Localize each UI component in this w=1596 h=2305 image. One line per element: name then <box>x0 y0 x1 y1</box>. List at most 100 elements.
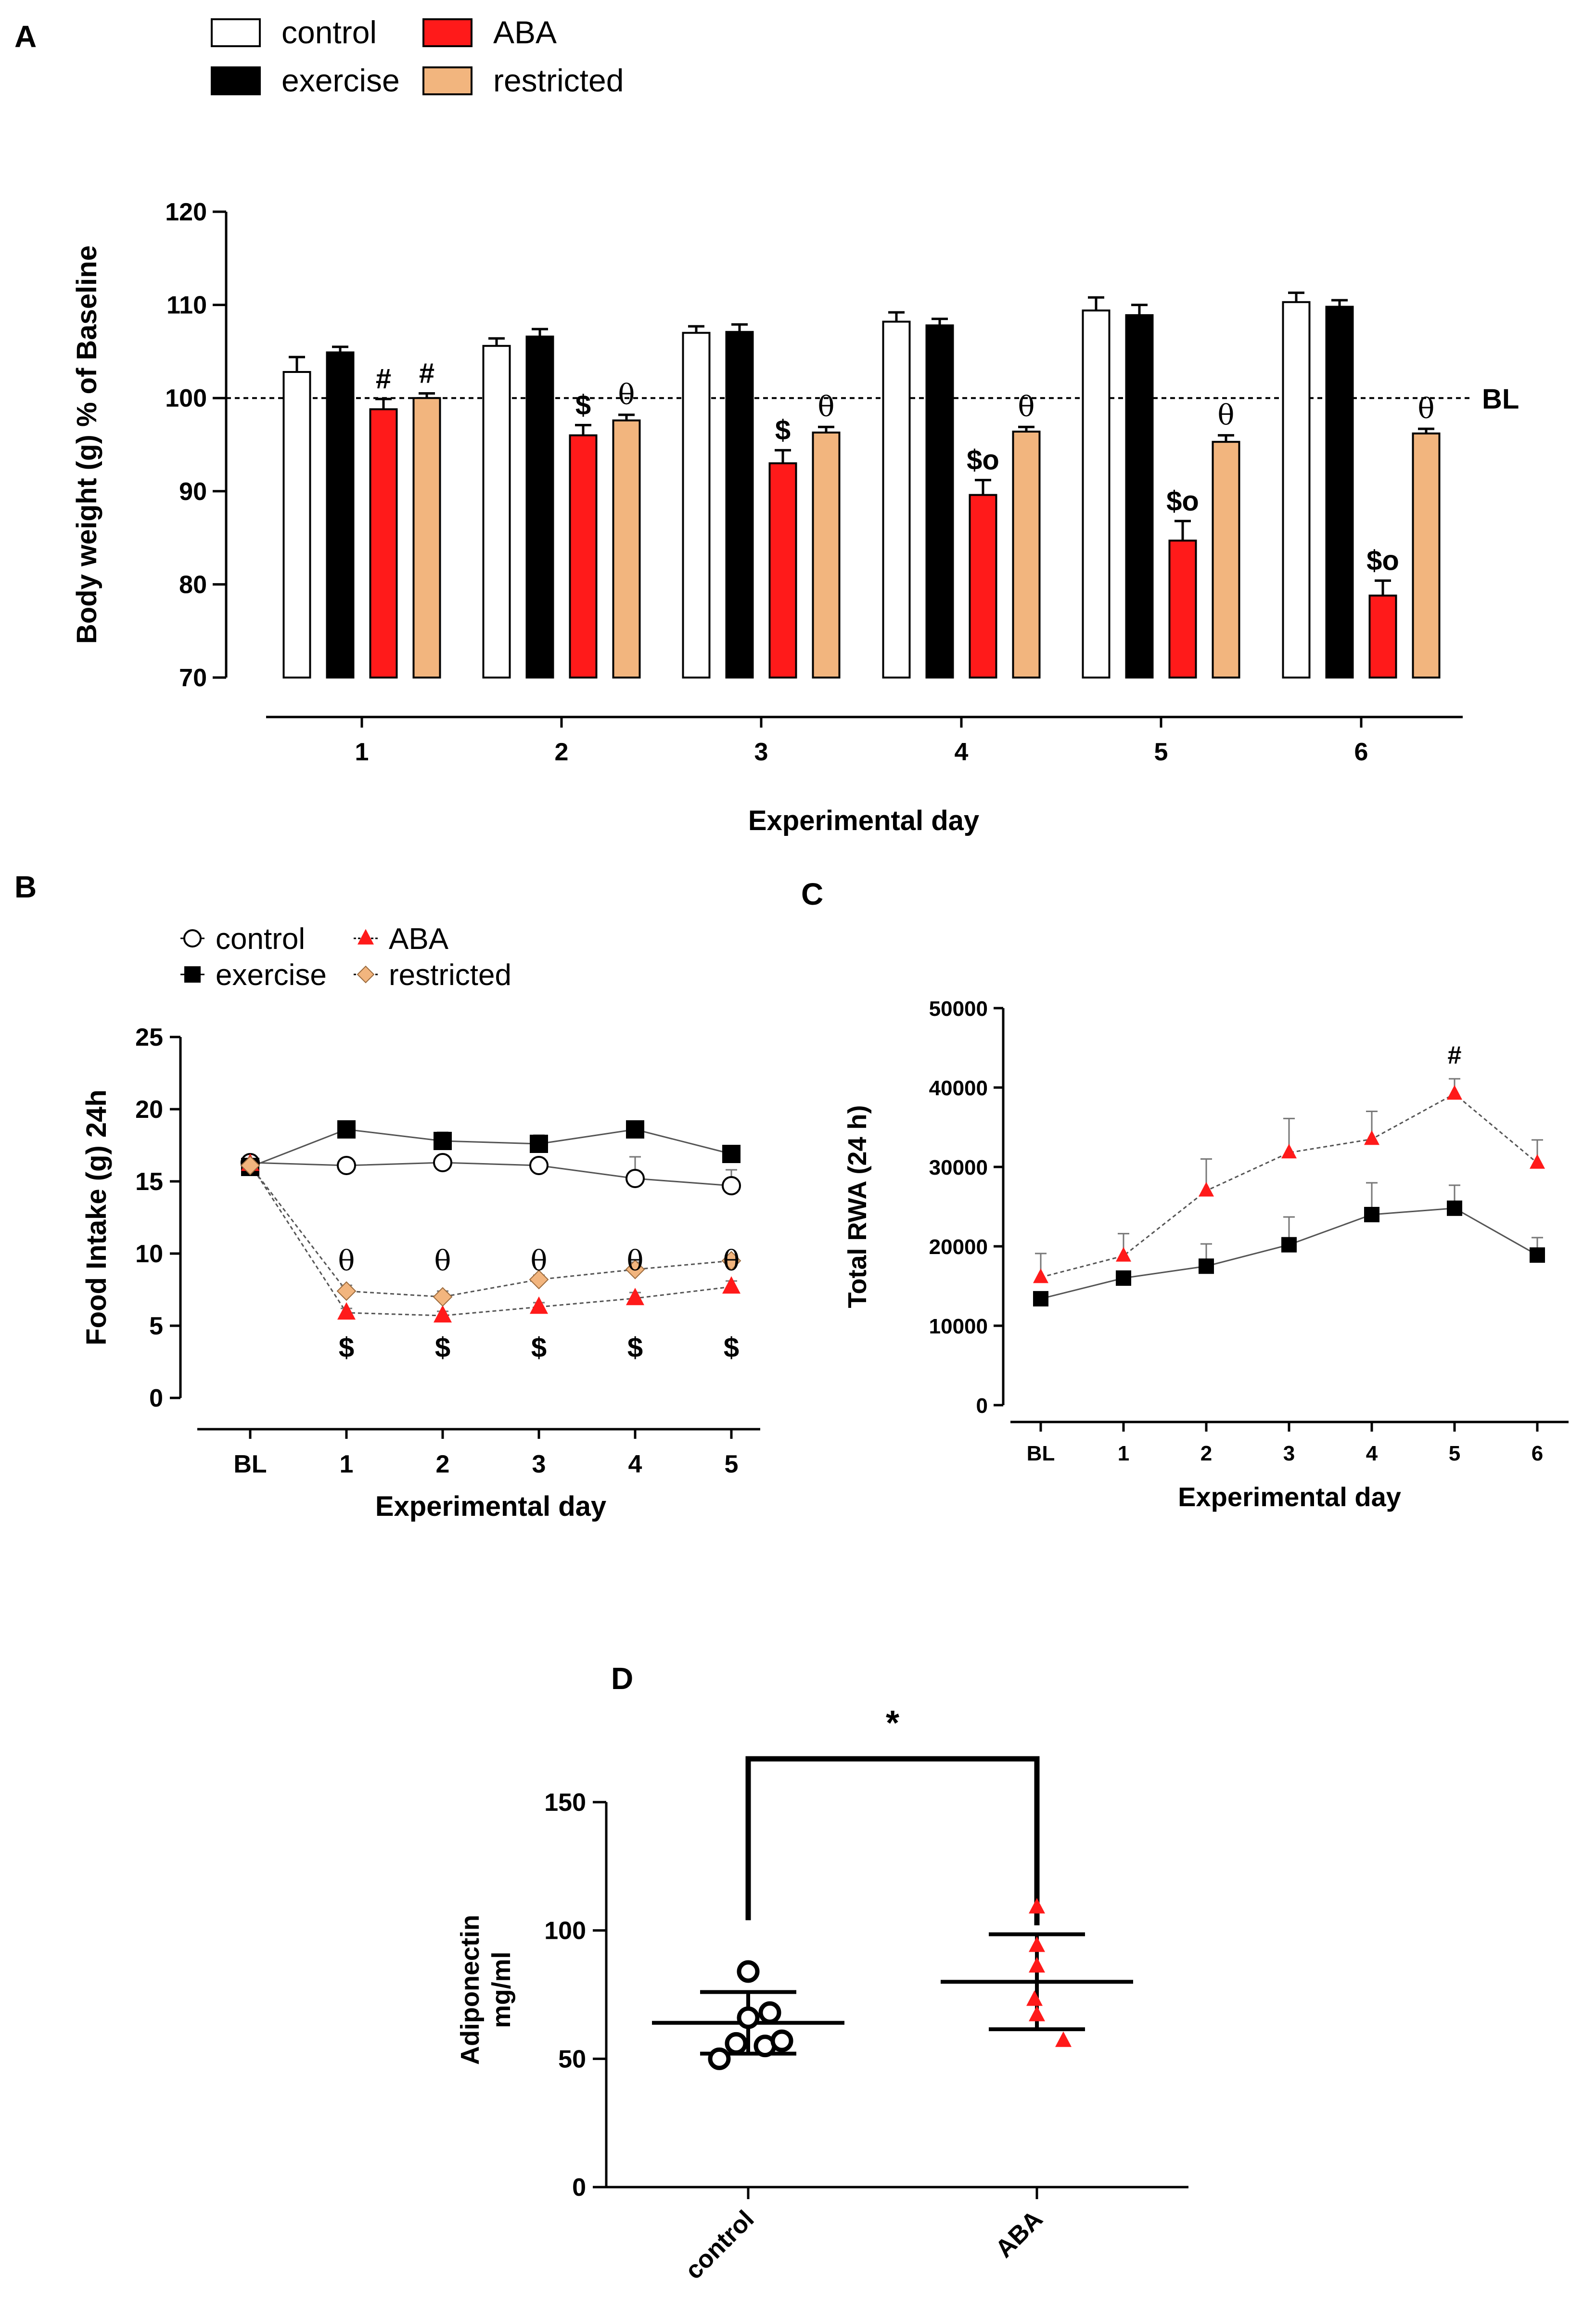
x-tick-label: 5 <box>1449 1442 1460 1465</box>
data-point-ABA <box>1447 1085 1462 1100</box>
x-tick-label: 2 <box>1200 1442 1212 1465</box>
legend-label-ABA: ABA <box>389 922 449 956</box>
y-tick-label: 10000 <box>929 1315 988 1338</box>
y-tick-label: 110 <box>166 292 207 320</box>
y-tick-label: 30000 <box>929 1156 988 1179</box>
significance-mark: θ <box>627 1244 644 1277</box>
data-point-control <box>337 1156 356 1175</box>
data-point-ABA <box>1116 1247 1131 1262</box>
legend-swatch-control <box>211 18 261 47</box>
legend-label-restricted: restricted <box>493 63 624 98</box>
x-tick-label: 4 <box>628 1450 642 1478</box>
significance-mark: $o <box>967 445 999 476</box>
y-tick-label: 10 <box>135 1240 163 1268</box>
data-point-exercise <box>434 1132 452 1150</box>
data-point-ABA <box>434 1305 452 1323</box>
panel-d: D 0 50 100 150 Adiponectin mg/ml control ABA * <box>456 1661 1188 2285</box>
data-point-ABA <box>1364 1130 1379 1145</box>
data-point-exercise <box>1364 1207 1379 1222</box>
series-line-exercise <box>250 1128 732 1168</box>
data-point-ABA <box>1029 2006 1045 2022</box>
y-tick-label: 90 <box>179 478 207 506</box>
bar-restricted <box>1412 432 1441 679</box>
x-tick-label: 3 <box>532 1450 546 1478</box>
data-point-control <box>722 1176 741 1195</box>
bar-ABA <box>369 408 398 679</box>
data-point-ABA <box>1029 1898 1045 1914</box>
significance-mark: $ <box>575 389 591 421</box>
data-point-ABA <box>1199 1182 1214 1197</box>
data-point-ABA <box>1055 2031 1072 2047</box>
data-point-ABA <box>1029 1936 1045 1952</box>
x-tick-label: 4 <box>1366 1442 1378 1465</box>
data-point-restricted <box>721 1251 741 1271</box>
series-line-control <box>250 1162 732 1187</box>
data-point-control <box>737 1960 760 1983</box>
significance-mark: $o <box>1366 545 1399 576</box>
bar-exercise <box>525 335 554 679</box>
data-point-control <box>708 2047 731 2070</box>
y-tick-label: 15 <box>135 1168 163 1196</box>
bar-exercise <box>925 324 954 679</box>
bar-exercise <box>326 351 355 679</box>
legend-swatch-ABA <box>422 18 472 47</box>
x-tick-label: 4 <box>955 738 969 766</box>
data-point-restricted <box>529 1269 549 1290</box>
y-tick-label: 5 <box>149 1312 163 1340</box>
legend-label-control: control <box>216 922 305 956</box>
bar-control <box>282 371 311 679</box>
legend-label-exercise: exercise <box>281 63 400 98</box>
data-point-ABA <box>1530 1154 1545 1169</box>
data-point-control <box>758 2001 781 2024</box>
x-tick-label: 2 <box>436 1450 450 1478</box>
data-point-ABA <box>626 1288 644 1306</box>
panel-letter-d: D <box>611 1661 633 1696</box>
y-tick-label: 120 <box>165 198 207 226</box>
bar-exercise <box>1325 306 1354 679</box>
y-tick-label: 0 <box>572 2174 586 2202</box>
data-point-ABA <box>530 1296 548 1314</box>
x-tick-label: 3 <box>1283 1442 1295 1465</box>
bar-ABA <box>1368 594 1397 679</box>
bar-restricted <box>1212 441 1240 679</box>
x-tick-label: 1 <box>355 738 369 766</box>
significance-mark: * <box>886 1704 899 1742</box>
y-axis-title-unit: mg/ml <box>487 1951 516 2028</box>
x-tick-label: 5 <box>1154 738 1168 766</box>
data-point-exercise <box>1199 1258 1214 1274</box>
data-point-ABA <box>1026 1990 1043 2006</box>
significance-mark: $ <box>775 415 791 446</box>
bar-exercise <box>725 331 754 679</box>
data-point-ABA <box>722 1276 741 1294</box>
significance-mark: θ <box>1418 392 1435 425</box>
significance-mark: θ <box>818 390 835 423</box>
x-tick-label: control <box>680 2205 760 2285</box>
x-axis-title: Experimental day <box>1178 1482 1401 1512</box>
legend-label-restricted: restricted <box>389 959 511 992</box>
legend-label-exercise: exercise <box>216 959 327 992</box>
data-point-restricted <box>336 1281 357 1301</box>
legend-label-ABA: ABA <box>493 14 557 50</box>
y-tick-label: 25 <box>135 1024 163 1051</box>
y-tick-label: 0 <box>149 1384 163 1412</box>
significance-mark: θ <box>338 1244 355 1277</box>
y-axis-title: Body weight (g) % of Baseline <box>71 245 102 644</box>
legend-swatch-exercise <box>211 66 261 95</box>
legend-marker-restricted <box>357 965 375 984</box>
x-tick-label: 2 <box>555 738 569 766</box>
y-tick-label: 40000 <box>929 1076 988 1100</box>
y-tick-label: 100 <box>165 384 207 412</box>
significance-mark: θ <box>1218 399 1235 432</box>
significance-bracket <box>745 1756 1040 1925</box>
significance-mark: θ <box>434 1244 451 1277</box>
y-axis-title: Total RWA (24 h) <box>843 1105 872 1308</box>
x-tick-label: 1 <box>340 1450 354 1478</box>
series-line-restricted <box>249 1165 732 1298</box>
significance-mark: $ <box>724 1332 739 1363</box>
x-axis-title: Experimental day <box>748 805 979 836</box>
bar-restricted <box>1012 430 1041 679</box>
significance-mark: $ <box>531 1332 547 1363</box>
y-tick-label: 0 <box>976 1394 988 1418</box>
legend-swatch-restricted <box>422 66 472 95</box>
y-tick-label: 20 <box>135 1096 163 1124</box>
